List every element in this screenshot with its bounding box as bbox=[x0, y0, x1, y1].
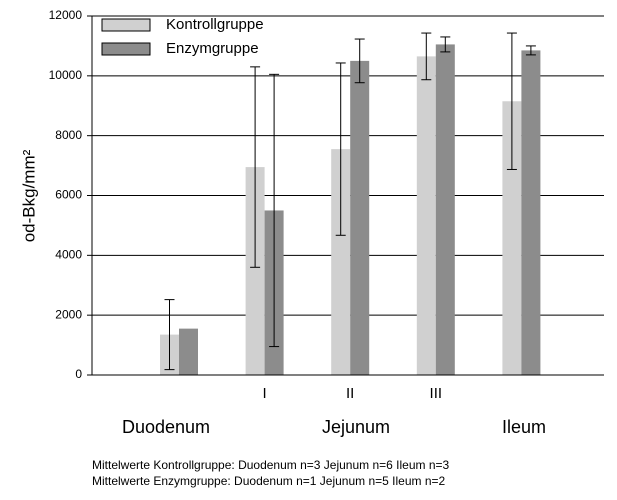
y-tick-label: 6000 bbox=[55, 188, 82, 202]
y-axis-label: od-Bkg/mm² bbox=[19, 149, 38, 242]
bar bbox=[416, 56, 436, 375]
group-label: Ileum bbox=[502, 417, 546, 437]
group-label: Jejunum bbox=[322, 417, 390, 437]
legend-label: Enzymgruppe bbox=[166, 40, 259, 57]
bar bbox=[331, 149, 351, 375]
bar bbox=[350, 60, 370, 375]
legend-label: Kontrollgruppe bbox=[166, 16, 264, 33]
bar bbox=[521, 50, 541, 375]
footnote: Mittelwerte Kontrollgruppe: Duodenum n=3… bbox=[92, 458, 450, 472]
y-tick-label: 4000 bbox=[55, 248, 82, 262]
bar bbox=[245, 167, 265, 375]
y-tick-label: 12000 bbox=[49, 8, 83, 22]
x-tick-label: II bbox=[346, 385, 354, 402]
y-tick-label: 10000 bbox=[49, 68, 83, 82]
bar bbox=[179, 328, 198, 375]
y-tick-label: 0 bbox=[75, 367, 82, 381]
y-tick-label: 8000 bbox=[55, 128, 82, 142]
legend-swatch bbox=[101, 18, 151, 32]
x-tick-label: I bbox=[263, 385, 267, 402]
footnote: Mittelwerte Enzymgruppe: Duodenum n=1 Je… bbox=[92, 474, 446, 488]
x-tick-label: III bbox=[430, 385, 443, 402]
bar bbox=[435, 44, 455, 375]
group-label: Duodenum bbox=[122, 417, 210, 437]
legend-swatch bbox=[101, 42, 151, 56]
y-tick-label: 2000 bbox=[55, 307, 82, 321]
